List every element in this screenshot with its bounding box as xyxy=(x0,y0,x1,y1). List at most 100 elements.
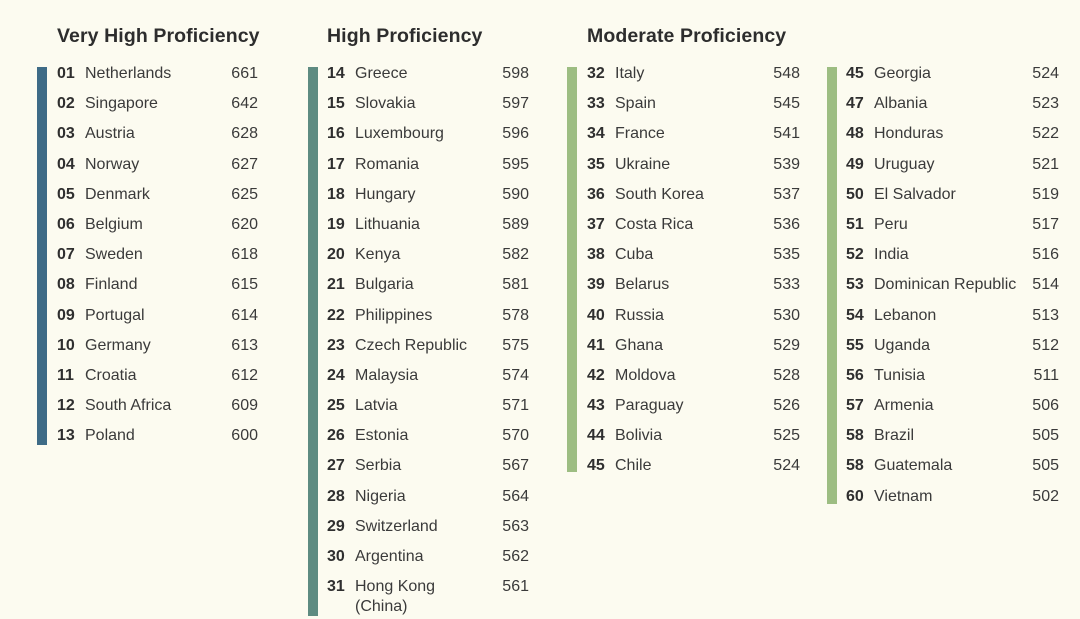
ranking-row: 01 Netherlands 661 xyxy=(57,59,258,89)
proficiency-bar-high xyxy=(308,67,318,616)
country-name: Hong Kong (China) xyxy=(355,578,436,616)
country-name: Bolivia xyxy=(615,427,663,445)
ranking-row: 23 Czech Republic 575 xyxy=(327,331,529,361)
rank-number: 27 xyxy=(327,457,345,475)
column-heading: Very High Proficiency xyxy=(57,25,260,47)
proficiency-score: 548 xyxy=(773,65,800,82)
country-name: El Salvador xyxy=(874,185,956,203)
ranking-row: 08 Finland 615 xyxy=(57,270,258,300)
proficiency-score: 524 xyxy=(773,457,800,475)
country-name: Cuba xyxy=(615,246,654,264)
rank-number: 08 xyxy=(57,276,75,294)
proficiency-score: 600 xyxy=(231,427,258,445)
ranking-row: 22 Philippines 578 xyxy=(327,301,529,331)
rank-number: 34 xyxy=(587,125,605,143)
country-name: Austria xyxy=(85,125,135,143)
country-name: Russia xyxy=(615,306,664,324)
country-name: Hungary xyxy=(355,185,416,203)
rank-number: 25 xyxy=(327,397,345,415)
proficiency-score: 625 xyxy=(231,185,258,203)
country-name: Norway xyxy=(85,155,140,173)
ranking-row: 05 Denmark 625 xyxy=(57,180,258,210)
ranking-row: 32 Italy 548 xyxy=(587,59,800,89)
rank-number: 24 xyxy=(327,366,345,384)
ranking-row: 25 Latvia 571 xyxy=(327,391,529,421)
proficiency-score: 524 xyxy=(1032,65,1059,82)
column-heading: Moderate Proficiency xyxy=(587,25,787,47)
ranking-row: 20 Kenya 582 xyxy=(327,240,529,270)
country-name: Belgium xyxy=(85,215,143,233)
proficiency-score: 612 xyxy=(231,366,258,384)
proficiency-score: 539 xyxy=(773,155,800,173)
column-very-high: Very High Proficiency 01 Netherlands 661 02… xyxy=(0,0,270,619)
proficiency-score: 582 xyxy=(502,246,529,264)
country-name: Germany xyxy=(85,336,151,354)
country-name: Finland xyxy=(85,276,138,294)
rank-number: 02 xyxy=(57,95,75,113)
proficiency-score: 581 xyxy=(502,276,529,294)
ranking-row: 26 Estonia 570 xyxy=(327,421,529,451)
ranking-row: 07 Sweden 618 xyxy=(57,240,258,270)
proficiency-score: 620 xyxy=(231,215,258,233)
country-name: Poland xyxy=(85,427,135,445)
ranking-row: 54 Lebanon 513 xyxy=(846,301,1059,331)
ranking-row: 24 Malaysia 574 xyxy=(327,361,529,391)
ranking-row: 60 Vietnam 502 xyxy=(846,482,1059,512)
proficiency-score: 562 xyxy=(502,548,529,565)
rank-number: 49 xyxy=(846,155,864,173)
ranking-row: 40 Russia 530 xyxy=(587,301,800,331)
rank-number: 09 xyxy=(57,306,75,324)
proficiency-score: 590 xyxy=(502,185,529,203)
proficiency-score: 536 xyxy=(773,215,800,233)
ranking-row: 42 Moldova 528 xyxy=(587,361,800,391)
rank-number: 03 xyxy=(57,125,75,143)
rank-number: 48 xyxy=(846,125,864,143)
proficiency-score: 517 xyxy=(1032,215,1059,233)
country-name: Kenya xyxy=(355,246,401,264)
rank-number: 42 xyxy=(587,366,605,384)
ranking-row: 44 Bolivia 525 xyxy=(587,421,800,451)
proficiency-bar-very-high xyxy=(37,67,47,445)
proficiency-score: 505 xyxy=(1032,427,1059,445)
proficiency-score: 615 xyxy=(231,276,258,294)
ranking-row: 15 Slovakia 597 xyxy=(327,89,529,119)
rank-number: 29 xyxy=(327,517,345,535)
ranking-row: 12 South Africa 609 xyxy=(57,391,258,421)
proficiency-score: 522 xyxy=(1032,125,1059,143)
country-name: Sweden xyxy=(85,246,143,264)
rank-number: 22 xyxy=(327,306,345,324)
proficiency-score: 512 xyxy=(1032,336,1059,354)
column-high: High Proficiency 14 Greece 598 15 Slovakia 59… xyxy=(308,25,529,616)
rank-number: 32 xyxy=(587,65,605,82)
ranking-row: 36 South Korea 537 xyxy=(587,180,800,210)
proficiency-score: 519 xyxy=(1032,185,1059,203)
proficiency-score: 513 xyxy=(1032,306,1059,324)
ranking-row: 38 Cuba 535 xyxy=(587,240,800,270)
rank-number: 20 xyxy=(327,246,345,264)
country-name: South Africa xyxy=(85,397,172,415)
country-name: South Korea xyxy=(615,185,704,203)
ranking-list: 45 Georgia 524 47 Albania 523 48 Honduras 522 49 U… xyxy=(846,59,1059,512)
proficiency-score: 511 xyxy=(1033,366,1059,384)
country-name: Malaysia xyxy=(355,366,419,384)
rank-number: 01 xyxy=(57,65,75,82)
rank-number: 31 xyxy=(327,578,345,596)
country-name: Honduras xyxy=(874,125,944,143)
proficiency-score: 628 xyxy=(231,125,258,143)
proficiency-score: 514 xyxy=(1032,276,1059,294)
ranking-row: 27 Serbia 567 xyxy=(327,451,529,481)
ranking-row: 41 Ghana 529 xyxy=(587,331,800,361)
ranking-row: 51 Peru 517 xyxy=(846,210,1059,240)
rank-number: 57 xyxy=(846,397,864,415)
proficiency-score: 571 xyxy=(502,397,529,415)
country-name: Denmark xyxy=(85,185,150,203)
ranking-row: 43 Paraguay 526 xyxy=(587,391,800,421)
proficiency-score: 505 xyxy=(1032,457,1059,475)
country-name: Romania xyxy=(355,155,420,173)
country-name: Belarus xyxy=(615,276,670,294)
rank-number: 47 xyxy=(846,95,864,113)
ranking-row: 29 Switzerland 563 xyxy=(327,512,529,542)
proficiency-score: 627 xyxy=(231,155,258,173)
country-name: Albania xyxy=(874,95,928,113)
rank-number: 36 xyxy=(587,185,605,203)
